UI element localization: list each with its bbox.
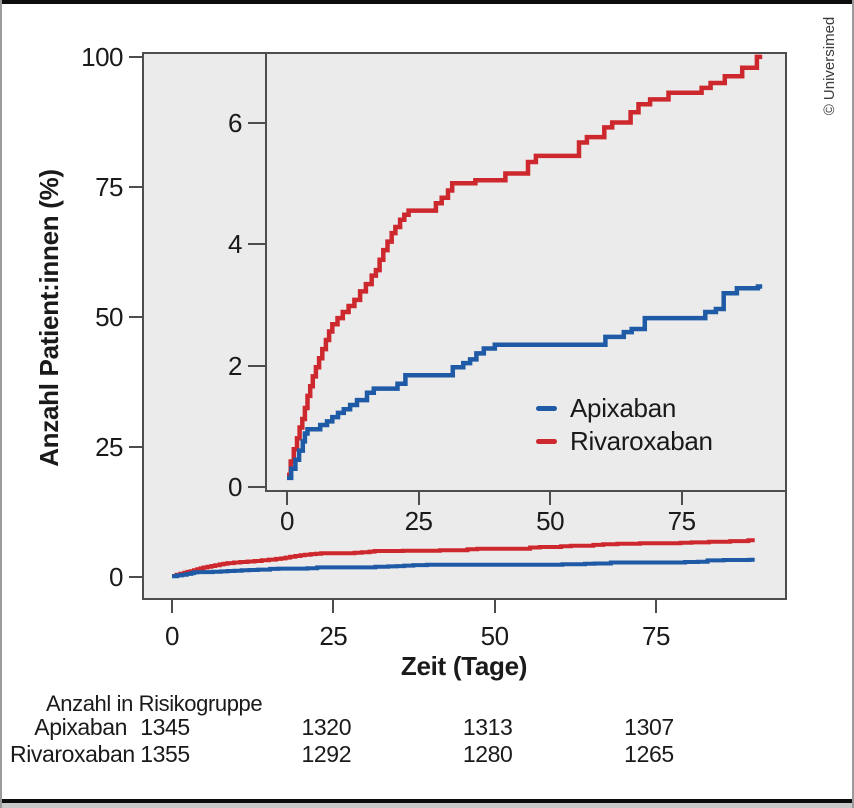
main-x-tick-label: 75 — [642, 621, 670, 651]
main-x-tick — [654, 600, 657, 613]
main-x-tick-label: 0 — [165, 621, 179, 651]
risk-value: 1265 — [624, 741, 674, 767]
risk-value: 1313 — [462, 714, 513, 740]
inset-x-tick — [417, 492, 420, 505]
main-y-tick — [129, 576, 142, 578]
main-x-tick-label: 25 — [319, 621, 348, 651]
main-x-tick — [171, 600, 173, 613]
main-y-tick-label: 100 — [81, 42, 123, 72]
copyright-label: © Universimed — [821, 16, 838, 116]
main-y-tick — [129, 446, 142, 448]
apixaban-legend-dash-icon — [536, 406, 557, 411]
apixaban-curve — [172, 557, 755, 579]
frame-bottom-bar — [0, 799, 854, 803]
rivaroxaban-curve — [287, 54, 763, 478]
frame-left-line — [0, 0, 2, 808]
legend-label: Apixaban — [570, 393, 677, 423]
inset-y-tick-label: 4 — [228, 229, 242, 259]
main-y-tick-label: 75 — [95, 172, 123, 202]
main-y-tick-label: 25 — [95, 432, 123, 462]
main-x-tick — [332, 600, 335, 613]
inset-x-tick-label: 0 — [280, 506, 294, 536]
inset-y-tick-label: 6 — [228, 107, 242, 138]
inset-x-tick-label: 25 — [404, 506, 433, 536]
inset-y-tick — [248, 364, 265, 367]
inset-plot-curves — [287, 54, 763, 481]
risk-value: 1292 — [301, 741, 352, 767]
main-y-tick-label: 0 — [109, 562, 123, 592]
inset-y-tick — [248, 243, 265, 245]
risk-value: 1355 — [140, 741, 190, 767]
risk-value: 1320 — [301, 714, 352, 740]
risk-value: 1307 — [624, 714, 674, 740]
risk-row-label: Rivaroxaban — [10, 741, 135, 767]
main-y-tick — [129, 186, 142, 188]
inset-y-tick — [248, 121, 265, 124]
inset-x-tick — [286, 492, 288, 505]
inset-x-tick — [680, 492, 683, 505]
risk-row-label: Apixaban — [34, 714, 127, 740]
inset-x-tick-label: 50 — [536, 506, 565, 536]
frame-bottom-shadow — [0, 803, 854, 808]
main-x-tick — [493, 600, 496, 613]
main-y-tick — [129, 56, 142, 58]
inset-y-tick-label: 0 — [228, 472, 242, 502]
apixaban-curve — [287, 284, 763, 481]
inset-y-tick — [248, 486, 265, 488]
legend: Apixaban Rivaroxaban — [536, 392, 713, 458]
main-y-tick-label: 50 — [95, 302, 123, 332]
rivaroxaban-curve — [172, 538, 755, 578]
main-y-tick — [129, 316, 142, 318]
legend-item-rivaroxaban: Rivaroxaban — [536, 425, 713, 458]
legend-label: Rivaroxaban — [570, 426, 713, 456]
inset-y-tick-label: 2 — [228, 350, 242, 381]
inset-x-tick-label: 75 — [667, 506, 696, 536]
main-x-tick-label: 50 — [480, 621, 509, 651]
frame-top-bar — [0, 0, 854, 4]
legend-item-apixaban: Apixaban — [536, 392, 713, 425]
risk-value: 1280 — [462, 741, 513, 767]
rivaroxaban-legend-dash-icon — [536, 439, 557, 444]
x-axis-title: Zeit (Tage) — [400, 651, 528, 681]
risk-value: 1345 — [140, 714, 190, 740]
inset-plot-area — [265, 52, 787, 492]
main-plot-curves — [172, 538, 755, 579]
frame-right-line — [852, 0, 854, 808]
inset-x-tick — [549, 492, 552, 505]
risk-table-title: Anzahl in Risikogruppe — [46, 691, 263, 716]
